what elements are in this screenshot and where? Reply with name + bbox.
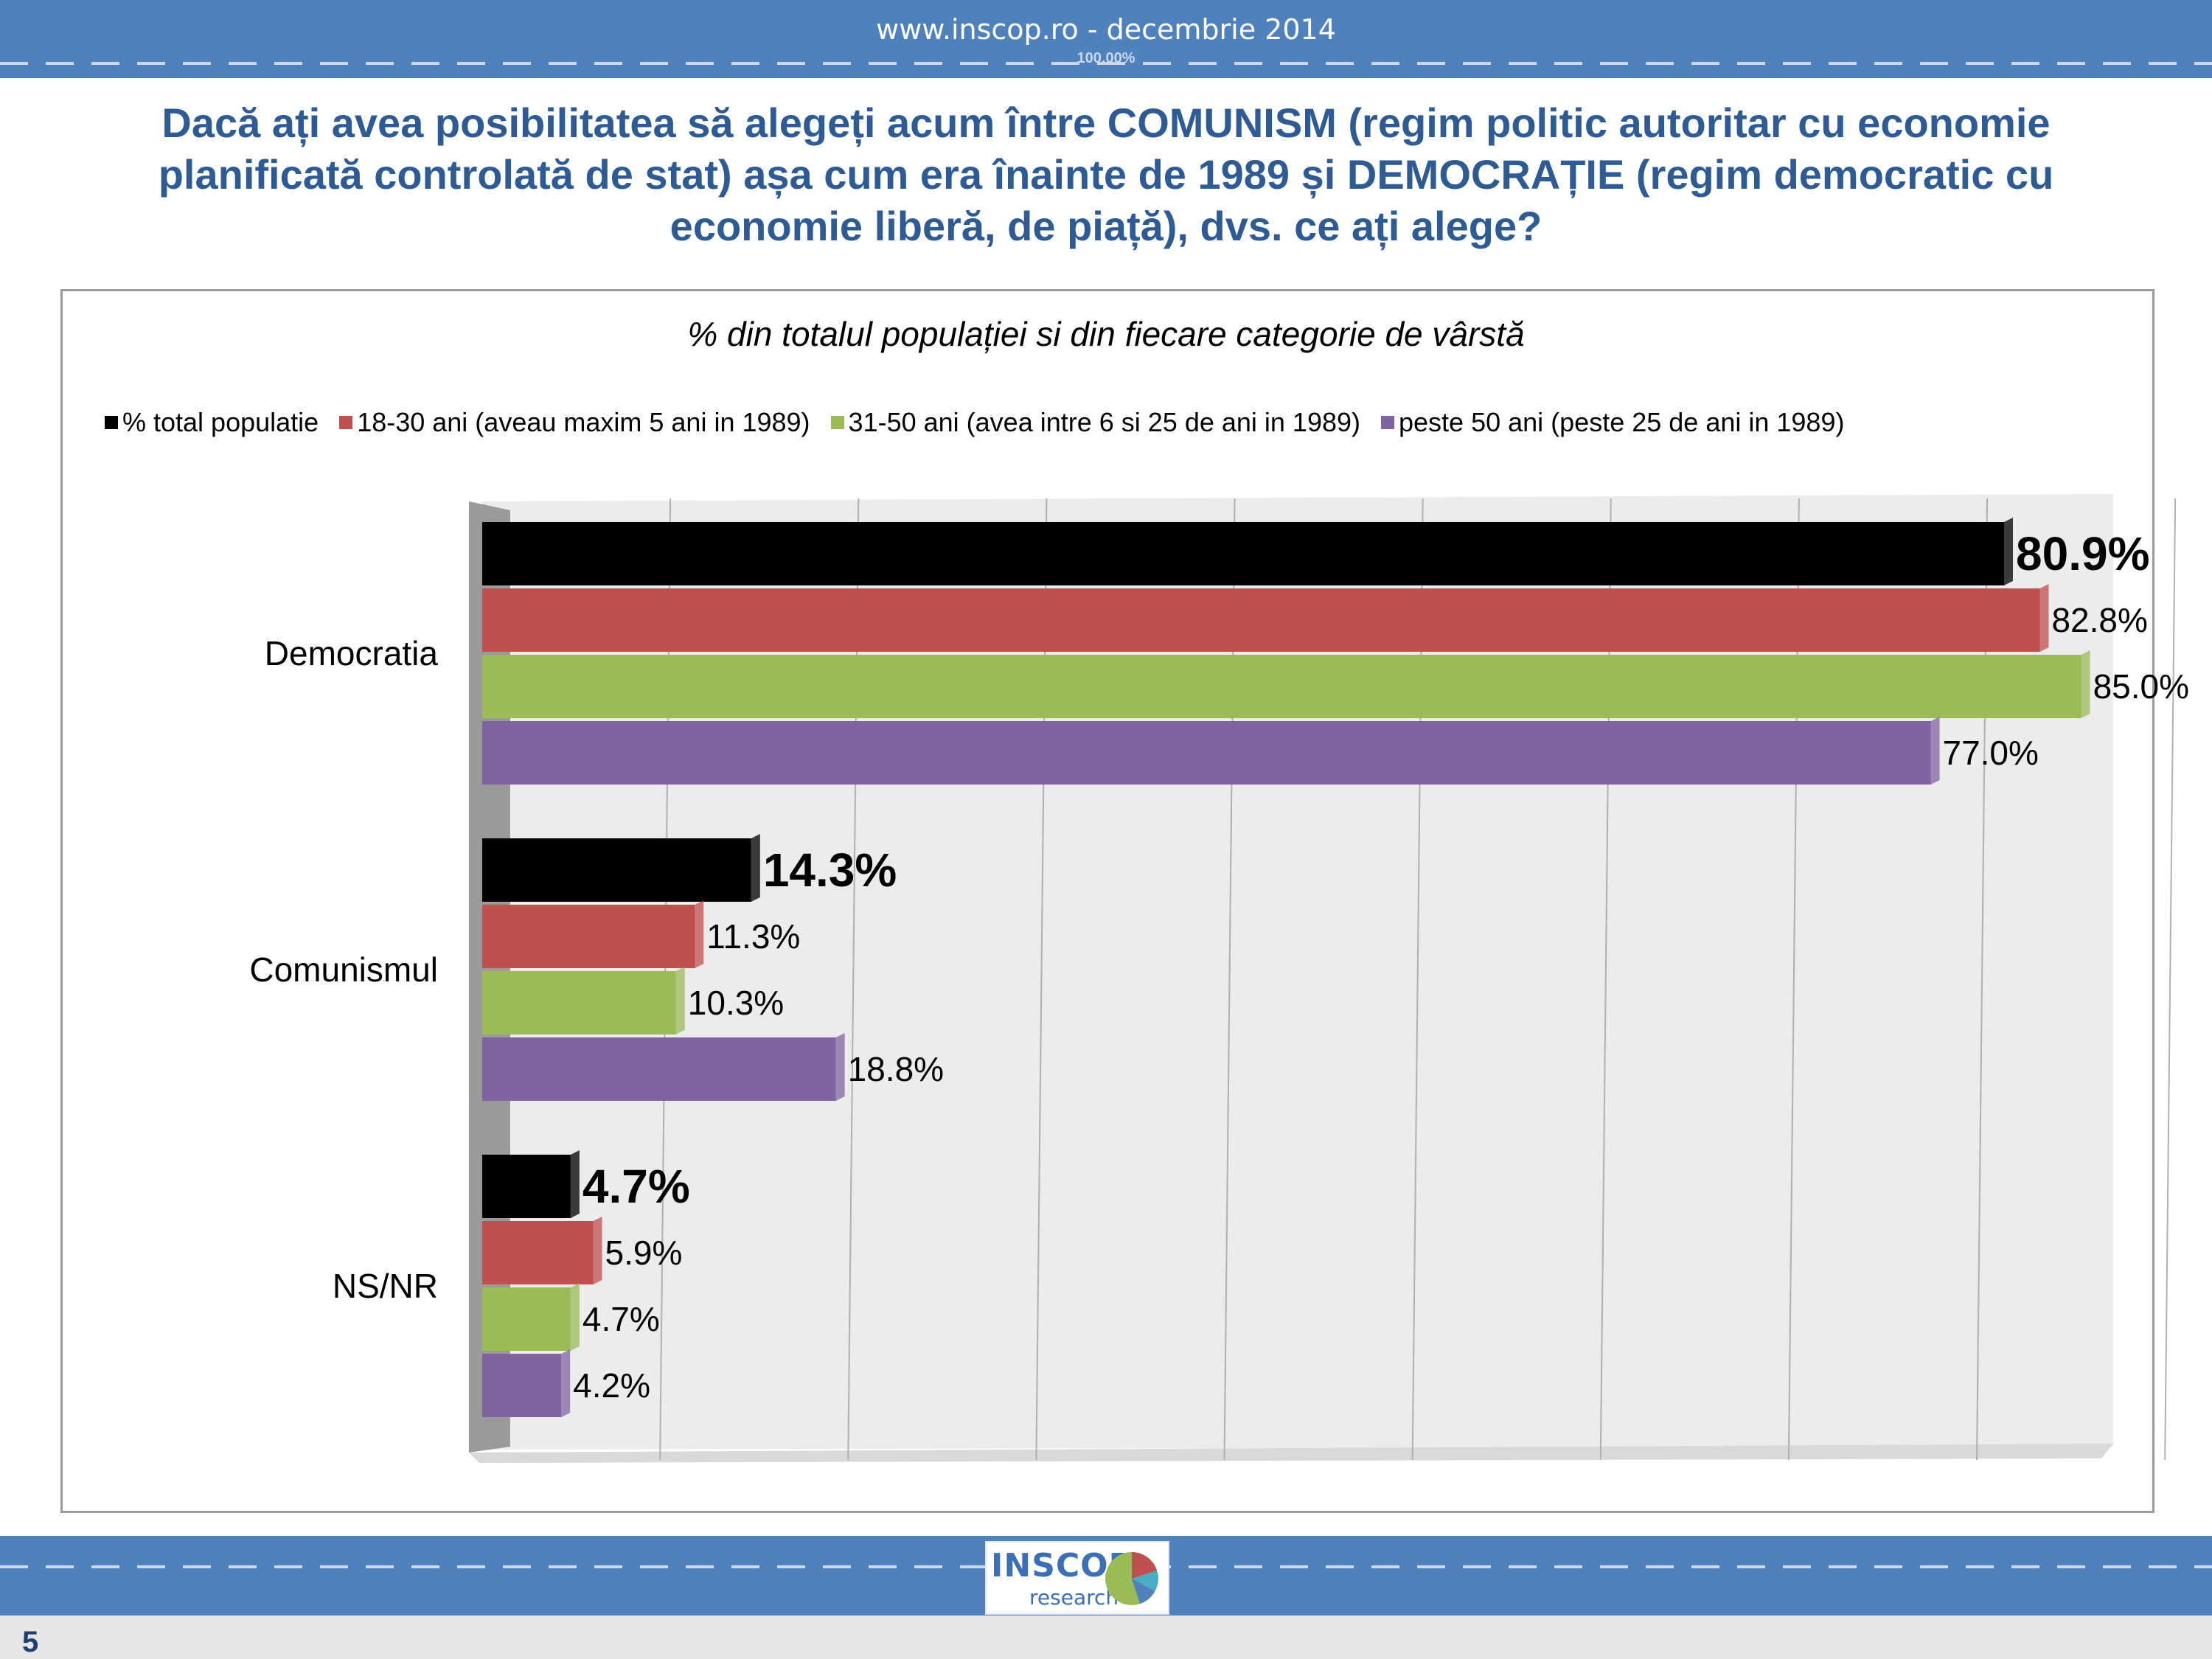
legend-swatch <box>339 416 353 429</box>
bar-side <box>695 900 704 968</box>
bar <box>482 1354 562 1417</box>
chart-title: % din totalul populației si din fiecare … <box>687 315 1525 353</box>
bar <box>482 838 751 902</box>
legend-swatch <box>830 416 844 429</box>
data-label: 4.2% <box>573 1366 650 1405</box>
inscop-logo: INSCOP research <box>985 1541 1169 1615</box>
legend-item: % total populatie <box>105 407 319 438</box>
bar <box>482 971 676 1034</box>
logo-sub: research <box>1029 1585 1119 1610</box>
bar <box>482 1221 594 1284</box>
legend-label: % total populatie <box>122 407 319 437</box>
gridline <box>2164 498 2177 1461</box>
bar-side <box>2081 650 2090 718</box>
data-label: 10.3% <box>688 984 784 1022</box>
header-bar: www.inscop.ro - decembrie 2014 100.00% <box>0 0 2212 78</box>
header-dash-line <box>0 62 2212 65</box>
data-label: 80.9% <box>2016 527 2149 580</box>
bar-side <box>2039 584 2049 652</box>
bar <box>482 1037 836 1101</box>
footer-strip <box>0 1615 2212 1659</box>
bar-side <box>675 967 685 1034</box>
data-label: 77.0% <box>1942 734 2038 772</box>
chart-legend: % total populatie 18-30 ani (aveau maxim … <box>105 407 1844 438</box>
bar-side <box>2004 518 2013 585</box>
bar <box>482 1155 571 1218</box>
bar-side <box>570 1150 580 1218</box>
legend-swatch <box>1381 416 1395 429</box>
legend-label: 31-50 ani (avea intre 6 si 25 de ani in … <box>848 407 1361 437</box>
category-label: Democratia <box>265 634 439 672</box>
page-number: 5 <box>22 1626 39 1658</box>
data-label: 4.7% <box>582 1300 660 1338</box>
legend-label: 18-30 ani (aveau maxim 5 ani in 1989) <box>357 407 810 437</box>
data-label: 5.9% <box>605 1234 683 1272</box>
legend-item: peste 50 ani (peste 25 de ani in 1989) <box>1381 407 1844 438</box>
logo-pie-icon <box>1105 1552 1158 1605</box>
bar <box>482 655 2081 718</box>
question-heading: Dacă ați avea posibilitatea să alegeți a… <box>158 100 2054 249</box>
legend-item: 31-50 ani (avea intre 6 si 25 de ani in … <box>830 407 1361 438</box>
data-label: 82.8% <box>2051 601 2147 639</box>
header-site: www.inscop.ro - decembrie 2014 <box>876 13 1336 46</box>
bar <box>482 522 2004 585</box>
data-label: 85.0% <box>2093 667 2189 706</box>
plot-floor <box>469 1444 2113 1463</box>
bar-side <box>835 1033 845 1101</box>
data-label: 14.3% <box>763 844 897 897</box>
bar <box>482 1287 571 1351</box>
bar-side <box>570 1283 580 1351</box>
data-label: 18.8% <box>848 1050 944 1088</box>
data-label: 4.7% <box>582 1160 690 1213</box>
bar-side <box>561 1349 571 1417</box>
bar <box>482 721 1931 785</box>
bar-side <box>751 834 760 902</box>
bar-side <box>1930 717 1940 785</box>
legend-item: 18-30 ani (aveau maxim 5 ani in 1989) <box>339 407 810 438</box>
legend-label: peste 50 ani (peste 25 de ani in 1989) <box>1399 407 1845 437</box>
category-label: NS/NR <box>333 1267 438 1305</box>
category-label: Comunismul <box>249 950 438 989</box>
bar <box>482 905 695 968</box>
legend-swatch <box>105 416 118 429</box>
bar-side <box>593 1217 602 1284</box>
data-label: 11.3% <box>706 917 800 956</box>
bar <box>482 588 2040 652</box>
